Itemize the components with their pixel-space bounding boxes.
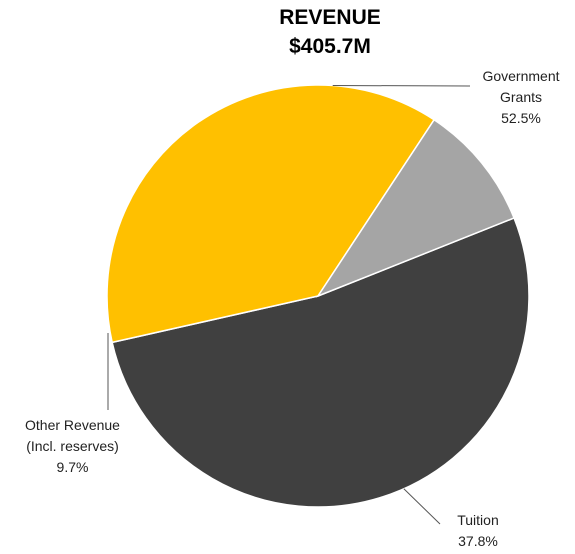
chart-subtitle: $405.7M <box>289 35 371 58</box>
slice-label-other-revenue: Other Revenue (Incl. reserves) 9.7% <box>0 415 145 478</box>
slice-percent: 52.5% <box>501 110 541 126</box>
slice-label-line: Government <box>482 68 560 84</box>
slice-label-line: Grants <box>499 89 542 105</box>
slice-percent: 37.8% <box>458 533 498 549</box>
chart-title: REVENUE <box>279 6 381 29</box>
leader-line-tuition <box>403 488 441 525</box>
slice-tuition <box>106 84 436 344</box>
slice-label-line: Other Revenue <box>25 417 120 433</box>
slice-percent: 9.7% <box>56 459 89 475</box>
slice-government-grants <box>111 217 530 508</box>
slice-label-line: (Incl. reserves) <box>26 438 119 454</box>
slice-other-revenue <box>316 118 516 298</box>
slice-label-government-grants: Government Grants 52.5% <box>456 66 575 129</box>
slice-label-line: Tuition <box>457 512 499 528</box>
slice-label-tuition: Tuition 37.8% <box>428 510 528 552</box>
